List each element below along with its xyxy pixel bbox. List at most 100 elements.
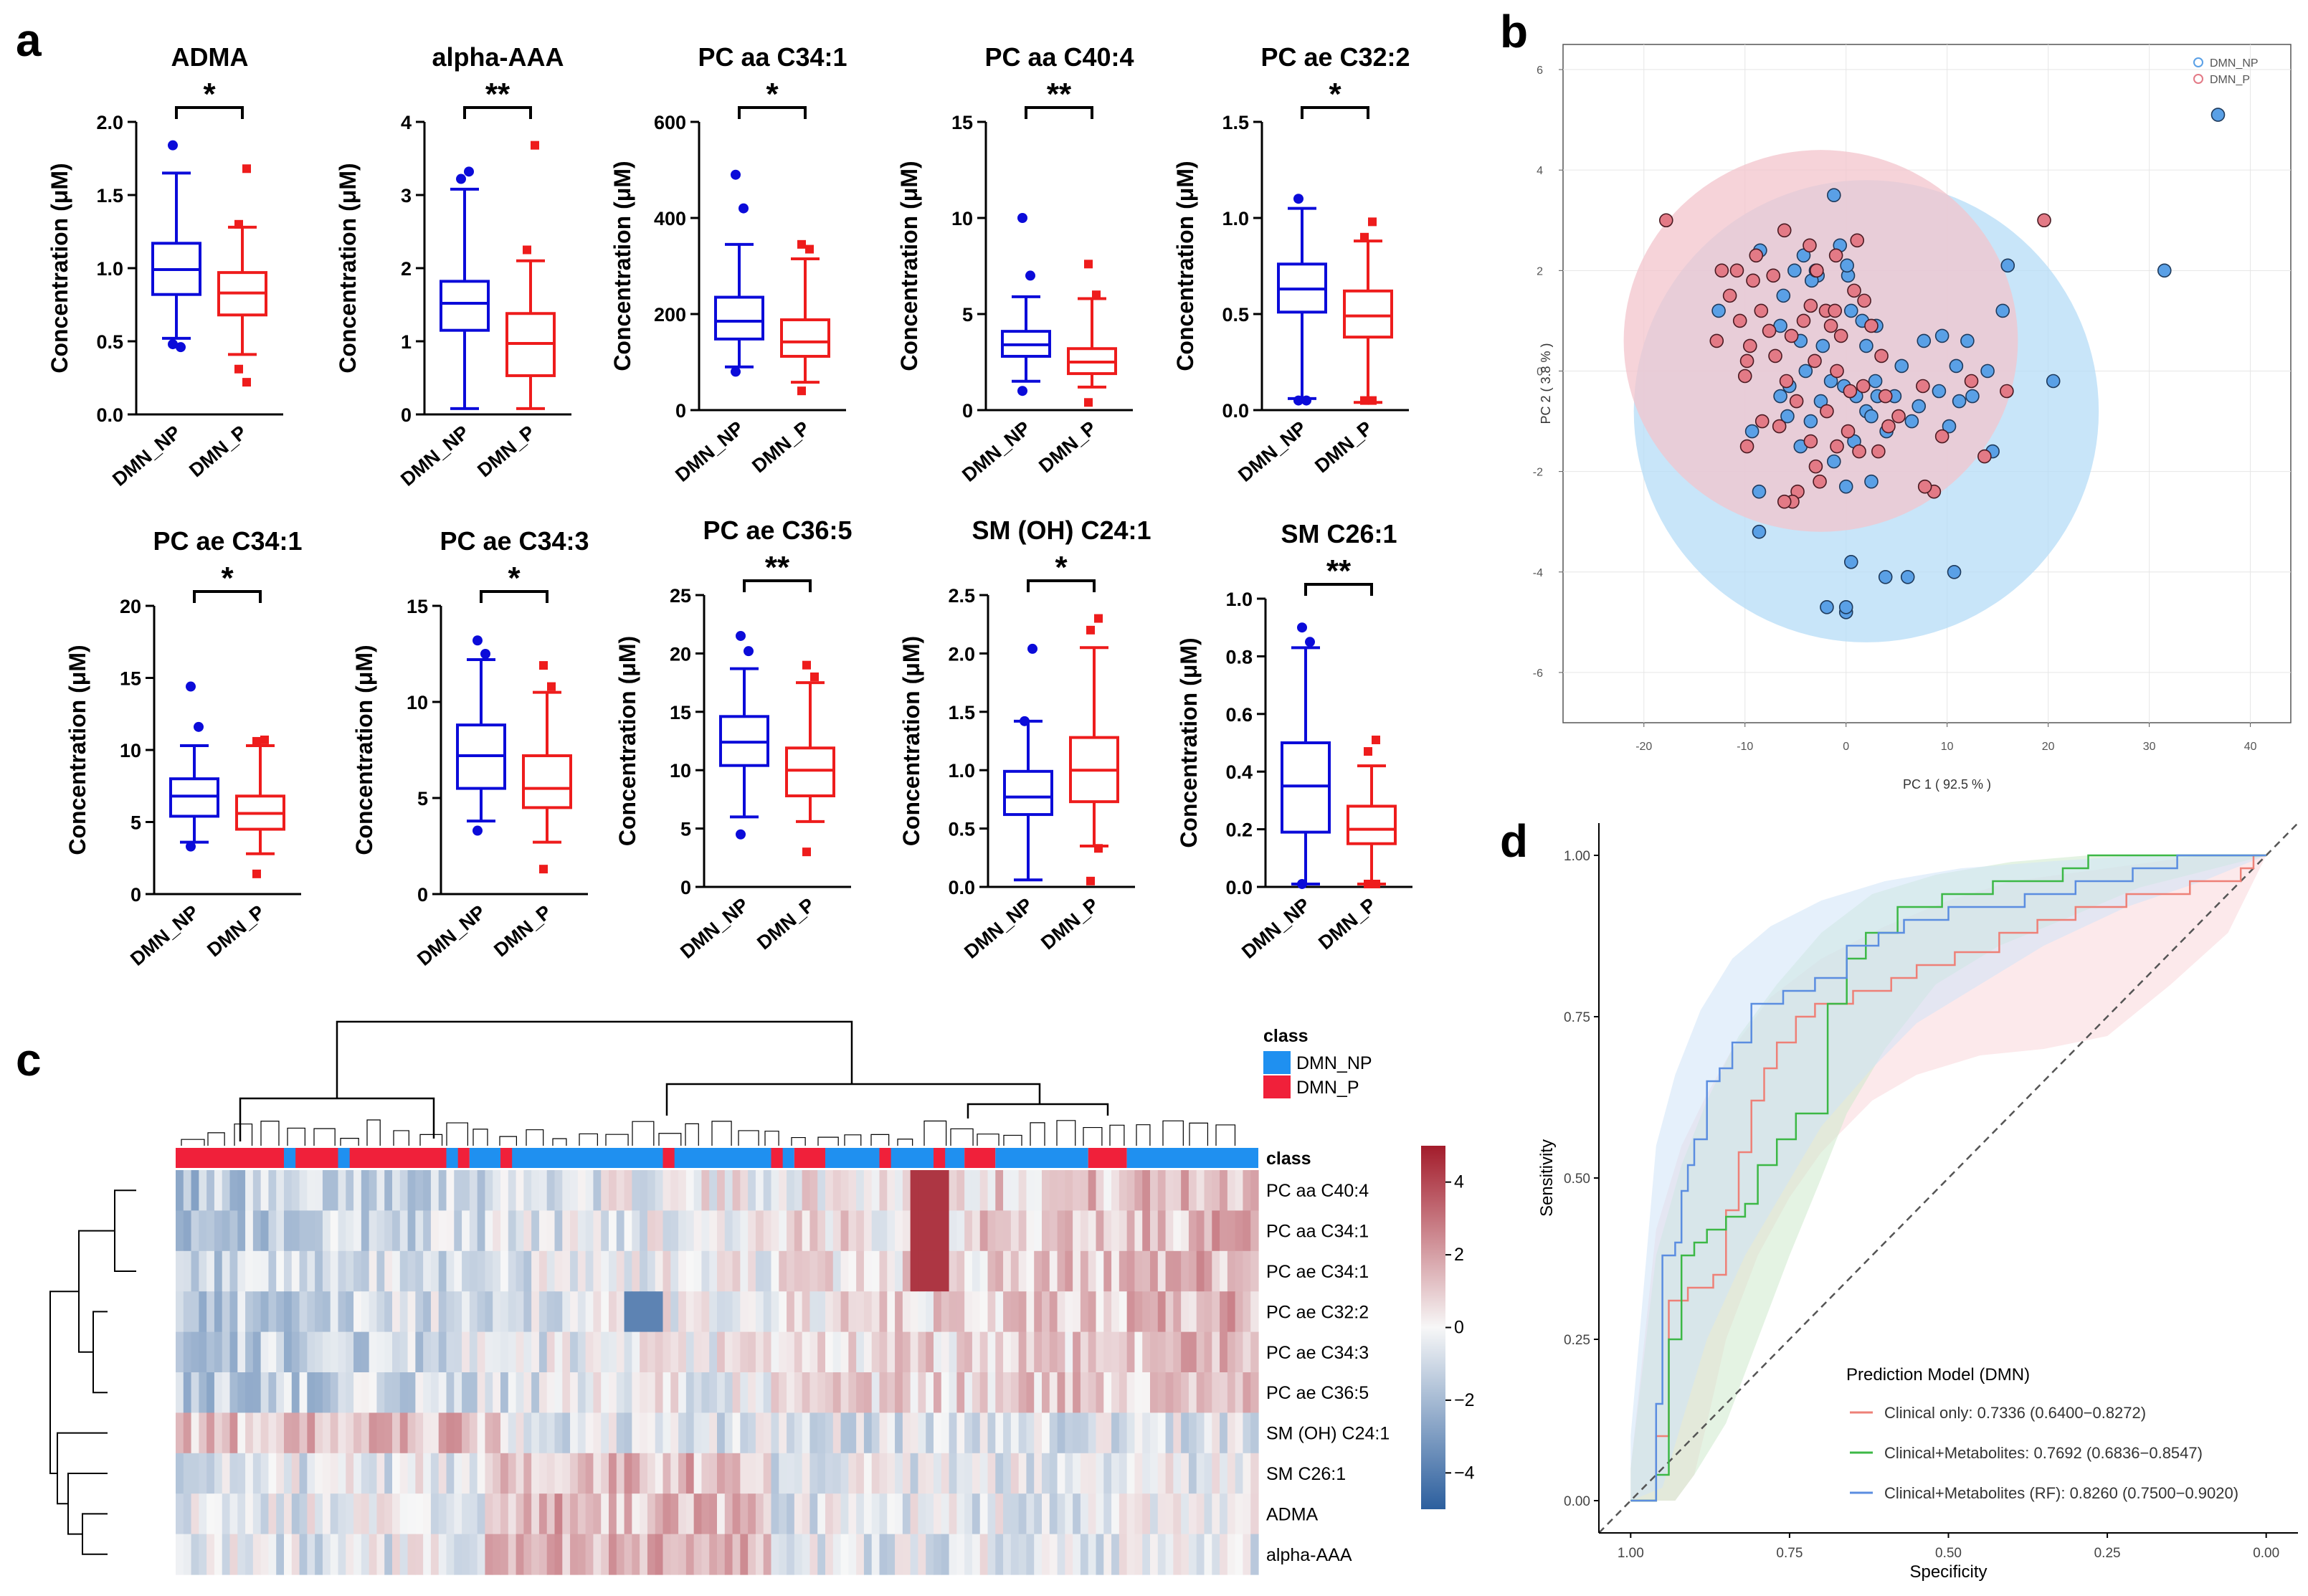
heatmap-cell	[353, 1250, 362, 1292]
heatmap-cell	[523, 1250, 532, 1292]
outlier-point	[797, 239, 806, 249]
heatmap-cell	[299, 1412, 308, 1454]
x-tick-label: DMN_P	[1035, 417, 1101, 478]
heatmap-cell	[199, 1493, 207, 1535]
heatmap-cell	[1018, 1453, 1027, 1494]
heatmap-cell	[392, 1493, 401, 1535]
heatmap-cell	[291, 1372, 300, 1413]
heatmap-cell	[399, 1170, 409, 1211]
heatmap-cell	[640, 1372, 648, 1413]
heatmap-cell	[176, 1453, 184, 1494]
heatmap-cell	[1212, 1493, 1220, 1535]
heatmap-cell	[1018, 1291, 1027, 1333]
heatmap-cell	[1119, 1453, 1128, 1494]
dendrogram-link	[287, 1127, 305, 1146]
heatmap-cell	[1212, 1412, 1220, 1454]
scatter-point-dmn-p	[1833, 328, 1848, 343]
heatmap-cell	[647, 1412, 656, 1454]
dendrogram-link	[552, 1138, 567, 1146]
significance-bracket	[1304, 583, 1373, 596]
heatmap-cell	[1111, 1250, 1120, 1292]
heatmap-cell	[701, 1534, 710, 1575]
heatmap-cell	[647, 1291, 656, 1333]
heatmap-cell	[1103, 1534, 1112, 1575]
heatmap-cell	[655, 1210, 664, 1252]
heatmap-cell	[918, 1534, 926, 1575]
heatmap-cell	[1080, 1331, 1089, 1373]
heatmap-cell	[1196, 1372, 1205, 1413]
heatmap-cell	[647, 1493, 656, 1535]
y-tick-label: 0	[675, 400, 686, 422]
heatmap-cell	[176, 1534, 184, 1575]
heatmap-cell	[477, 1412, 486, 1454]
heatmap-cell	[1065, 1412, 1073, 1454]
significance-stars: *	[508, 561, 521, 596]
legend-label-dmn-np: DMN_NP	[2210, 57, 2259, 70]
heatmap-cell	[407, 1453, 416, 1494]
legend-marker-dmn-np	[2193, 57, 2203, 67]
heatmap-cell	[609, 1210, 617, 1252]
heatmap-cell	[755, 1534, 764, 1575]
outlier-point	[1084, 398, 1093, 407]
heatmap-cell	[1026, 1250, 1035, 1292]
heatmap-cell	[562, 1453, 571, 1494]
heatmap-cell	[577, 1210, 587, 1252]
dendrogram-link	[897, 1139, 913, 1146]
x-tick-label: DMN_NP	[676, 894, 753, 963]
heatmap-cell	[1173, 1372, 1182, 1413]
heatmap-cell	[1096, 1453, 1104, 1494]
heatmap-cell	[446, 1534, 455, 1575]
heatmap-cell	[546, 1210, 556, 1252]
heatmap-cell	[222, 1372, 231, 1413]
heatmap-cell	[1188, 1210, 1197, 1252]
heatmap-cell	[995, 1412, 1004, 1454]
subplot-title: PC ae C34:1	[153, 526, 302, 556]
heatmap-cell	[934, 1291, 942, 1333]
heatmap-cell	[1034, 1331, 1043, 1373]
colorbar-tick-label: −2	[1454, 1390, 1475, 1410]
heatmap-cell	[1150, 1331, 1159, 1373]
heatmap-cell	[732, 1170, 741, 1211]
heatmap-cell	[995, 1453, 1004, 1494]
heatmap-cell	[1227, 1291, 1236, 1333]
heatmap-cell	[485, 1291, 493, 1333]
heatmap-cell	[848, 1250, 857, 1292]
heatmap-cell	[268, 1170, 277, 1211]
heatmap-cell	[809, 1453, 818, 1494]
heatmap-cell	[245, 1291, 254, 1333]
heatmap-cell	[771, 1453, 779, 1494]
heatmap-cell	[724, 1331, 733, 1373]
colorbar: 420−2−4	[1421, 1146, 1475, 1509]
dendrogram-link	[1215, 1124, 1236, 1146]
heatmap-cell	[330, 1453, 339, 1494]
heatmap-cell	[794, 1291, 803, 1333]
heatmap-cell	[1073, 1291, 1081, 1333]
heatmap-cell	[755, 1210, 764, 1252]
dendrogram-link	[1109, 1124, 1125, 1146]
heatmap-cell	[1111, 1291, 1120, 1333]
heatmap-cell	[848, 1210, 857, 1252]
dendrogram-link	[78, 1230, 115, 1353]
outlier-point	[242, 164, 251, 174]
scatter-point-dmn-p	[1841, 424, 1856, 439]
heatmap-cell	[438, 1453, 447, 1494]
heatmap-cell	[763, 1210, 772, 1252]
heatmap-cell	[1119, 1170, 1128, 1211]
heatmap-cell	[1010, 1372, 1020, 1413]
heatmap-cell	[1088, 1170, 1097, 1211]
heatmap-cell	[307, 1331, 315, 1373]
heatmap-cell	[315, 1210, 323, 1252]
scatter-point-dmn-p	[1722, 288, 1737, 303]
heatmap-cell	[755, 1250, 764, 1292]
heatmap-cell	[315, 1412, 323, 1454]
heatmap-cell	[423, 1372, 432, 1413]
outlier-point	[252, 736, 261, 746]
heatmap-cell	[1227, 1412, 1236, 1454]
heatmap-cell	[299, 1250, 308, 1292]
heatmap-cell	[307, 1291, 315, 1333]
heatmap-cell	[1088, 1372, 1097, 1413]
heatmap-cell	[291, 1412, 300, 1454]
y-tick-label: 1.0	[96, 258, 123, 280]
heatmap-cell	[500, 1210, 509, 1252]
outlier-point	[731, 169, 741, 180]
